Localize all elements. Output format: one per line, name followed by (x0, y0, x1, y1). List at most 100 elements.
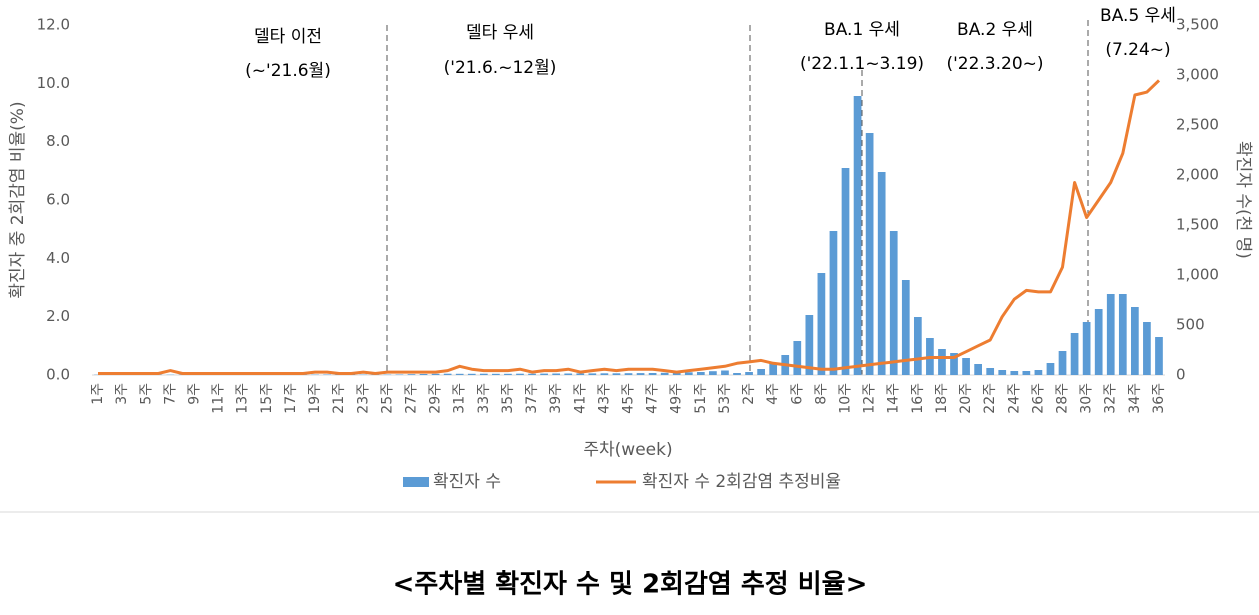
bar (1034, 370, 1043, 375)
annotation: (~'21.6월) (245, 61, 331, 81)
annotation: BA.5 우세 (1100, 6, 1176, 26)
bar (1058, 351, 1067, 375)
y2-tick-label: 1,000 (1176, 266, 1219, 284)
x-tick-label: 6주 (789, 383, 805, 405)
x-tick-label: 1주 (90, 383, 106, 405)
y-tick-label: 12.0 (37, 16, 70, 34)
x-tick-label: 28주 (1055, 383, 1071, 414)
bar (1082, 322, 1091, 375)
bar (769, 363, 778, 375)
legend-swatch (403, 477, 429, 487)
x-tick-label: 41주 (572, 383, 588, 414)
bar (443, 373, 452, 375)
y-tick-label: 10.0 (37, 74, 70, 92)
x-tick-label: 14주 (886, 383, 902, 414)
bar (1106, 294, 1115, 375)
bar (696, 372, 705, 375)
x-tick-label: 4주 (765, 383, 781, 405)
bar (1046, 363, 1055, 375)
bar (516, 373, 524, 375)
bar (552, 373, 561, 375)
bar (564, 373, 573, 375)
x-tick-label: 16주 (910, 383, 926, 414)
bar (913, 317, 922, 375)
y-tick-label: 2.0 (46, 307, 70, 325)
bar (660, 372, 669, 375)
bar (721, 370, 729, 375)
x-tick-label: 9주 (186, 383, 202, 405)
x-tick-label: 27주 (403, 383, 419, 414)
y-tick-label: 4.0 (46, 249, 70, 267)
x-tick-label: 39주 (548, 383, 564, 414)
bar (901, 280, 910, 375)
x-tick-label: 25주 (379, 383, 395, 414)
bar (504, 373, 512, 375)
caption: <주차별 확진자 수 및 2회감염 추정 비율> (393, 570, 868, 600)
bar (600, 373, 609, 375)
annotation: BA.1 우세 (824, 20, 900, 40)
x-tick-label: 31주 (452, 383, 468, 414)
x-tick-label: 32주 (1103, 383, 1119, 414)
x-tick-label: 21주 (331, 383, 347, 414)
bar (1143, 322, 1151, 375)
x-tick-label: 2주 (741, 383, 757, 405)
annotation: BA.2 우세 (957, 20, 1033, 40)
bar (841, 168, 850, 375)
bar (588, 373, 597, 375)
x-tick-label: 43주 (596, 383, 612, 414)
y2-tick-label: 500 (1176, 316, 1205, 334)
bar (672, 372, 681, 375)
bar (757, 369, 765, 375)
y2-tick-label: 3,000 (1176, 66, 1219, 84)
annotation: ('21.6.~12월) (444, 58, 557, 78)
bar (540, 373, 548, 375)
x-tick-label: 13주 (235, 383, 251, 414)
y2-tick-label: 2,500 (1176, 116, 1219, 134)
bar (624, 373, 633, 375)
bar (1010, 371, 1019, 375)
annotation: (7.24~) (1105, 40, 1170, 60)
annotation: 델타 이전 (254, 27, 322, 47)
bar (636, 373, 645, 375)
x-tick-label: 34주 (1127, 383, 1143, 414)
x-tick-label: 36주 (1151, 383, 1167, 414)
x-tick-label: 49주 (669, 383, 685, 414)
bar (805, 315, 814, 375)
bar (1118, 294, 1127, 375)
y2-tick-label: 2,000 (1176, 166, 1219, 184)
bar (1094, 309, 1103, 375)
bar (323, 374, 331, 375)
y2-tick-label: 0 (1176, 366, 1186, 384)
bar (684, 372, 693, 375)
x-tick-label: 10주 (838, 383, 854, 414)
bar (648, 373, 657, 375)
y-tick-label: 8.0 (46, 132, 70, 150)
legend-label: 확진자 수 (433, 472, 501, 492)
y2-axis-title: 확진자 수(천 명) (1233, 141, 1253, 259)
x-tick-label: 47주 (645, 383, 661, 414)
x-tick-label: 3주 (114, 383, 130, 405)
x-tick-label: 7주 (162, 383, 178, 405)
bar (576, 373, 585, 375)
annotation: ('22.1.1~3.19) (800, 54, 924, 74)
bar (962, 358, 970, 375)
bar (877, 172, 886, 375)
x-tick-label: 11주 (211, 383, 227, 414)
bar (709, 371, 717, 375)
bar (455, 373, 464, 375)
bar (467, 373, 476, 375)
bar (528, 373, 536, 375)
bar (1070, 333, 1079, 375)
x-tick-label: 26주 (1030, 383, 1046, 414)
x-tick-label: 29주 (428, 383, 444, 414)
x-tick-label: 30주 (1079, 383, 1095, 414)
legend-label: 확진자 수 2회감염 추정비율 (642, 472, 841, 492)
x-tick-label: 8주 (813, 383, 829, 405)
y2-tick-label: 1,500 (1176, 216, 1219, 234)
bar (407, 374, 416, 375)
x-tick-label: 51주 (693, 383, 709, 414)
x-tick-label: 35주 (500, 383, 516, 414)
bar (938, 349, 946, 375)
bar (612, 373, 621, 375)
